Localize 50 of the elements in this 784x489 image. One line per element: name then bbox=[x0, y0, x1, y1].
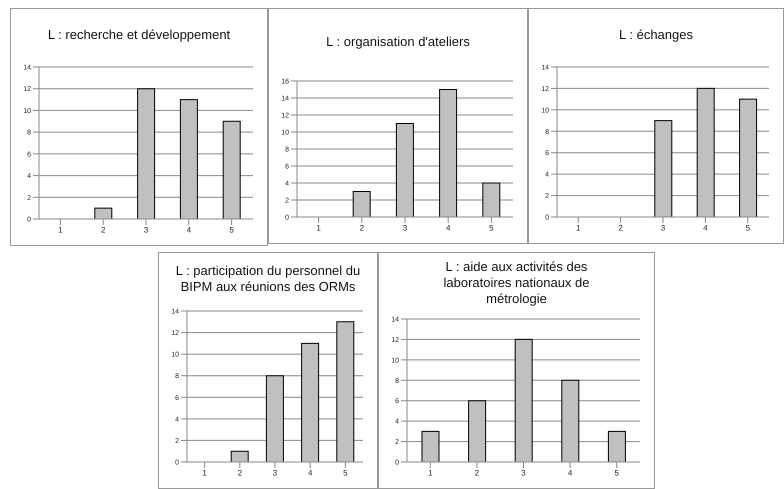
bar bbox=[422, 430, 440, 462]
bar bbox=[137, 88, 156, 219]
x-tick-label: 1 bbox=[576, 224, 581, 233]
bar bbox=[561, 380, 580, 462]
bar bbox=[336, 321, 354, 462]
bar bbox=[468, 400, 486, 462]
x-tick-label: 1 bbox=[58, 226, 64, 235]
bar bbox=[608, 430, 626, 462]
x-tick-label: 3 bbox=[144, 226, 149, 235]
x-tick-label: 4 bbox=[308, 468, 313, 478]
bar bbox=[482, 182, 500, 217]
x-tick-label: 3 bbox=[521, 468, 526, 478]
chart-title: L : participation du personnel du BIPM aux réunions des ORMs bbox=[174, 263, 362, 295]
x-tick-label: 4 bbox=[568, 468, 573, 478]
x-tick-label: 2 bbox=[618, 224, 624, 233]
x-tick-label: 4 bbox=[703, 224, 708, 233]
chart-title: L : organisation d'ateliers bbox=[325, 34, 471, 50]
x-tick-label: 2 bbox=[474, 468, 480, 478]
bar bbox=[301, 342, 320, 462]
x-tick-label: 4 bbox=[186, 226, 192, 235]
x-tick-label: 5 bbox=[614, 468, 620, 478]
x-tick-label: 5 bbox=[343, 468, 348, 478]
x-tick-label: 5 bbox=[489, 224, 494, 233]
x-tick-label: 4 bbox=[446, 224, 451, 233]
chart-title: L : recherche et développement bbox=[46, 27, 232, 43]
bar bbox=[439, 89, 458, 217]
x-tick-label: 1 bbox=[428, 468, 434, 478]
chart-title: L : échanges bbox=[618, 27, 694, 43]
bar bbox=[514, 338, 533, 462]
bar bbox=[739, 98, 758, 217]
x-tick-label: 2 bbox=[360, 224, 365, 233]
x-tick-label: 3 bbox=[402, 224, 408, 233]
bar bbox=[94, 208, 112, 219]
bar bbox=[222, 120, 241, 219]
x-tick-label: 5 bbox=[746, 224, 751, 233]
x-tick-label: 1 bbox=[316, 224, 322, 233]
x-tick-label: 2 bbox=[238, 468, 243, 478]
bar bbox=[654, 120, 672, 217]
x-tick-label: 3 bbox=[660, 224, 666, 233]
bar bbox=[696, 88, 715, 217]
x-tick-label: 5 bbox=[229, 226, 234, 235]
x-tick-label: 3 bbox=[272, 468, 278, 478]
bar bbox=[180, 99, 198, 219]
bar bbox=[230, 450, 249, 462]
bar bbox=[266, 375, 284, 462]
x-tick-label: 1 bbox=[202, 468, 208, 478]
bar bbox=[396, 123, 414, 217]
x-tick-label: 2 bbox=[100, 226, 106, 235]
chart-title: L : aide aux activités des laboratoires nationaux de métrologie bbox=[442, 259, 590, 307]
bar bbox=[352, 191, 371, 217]
